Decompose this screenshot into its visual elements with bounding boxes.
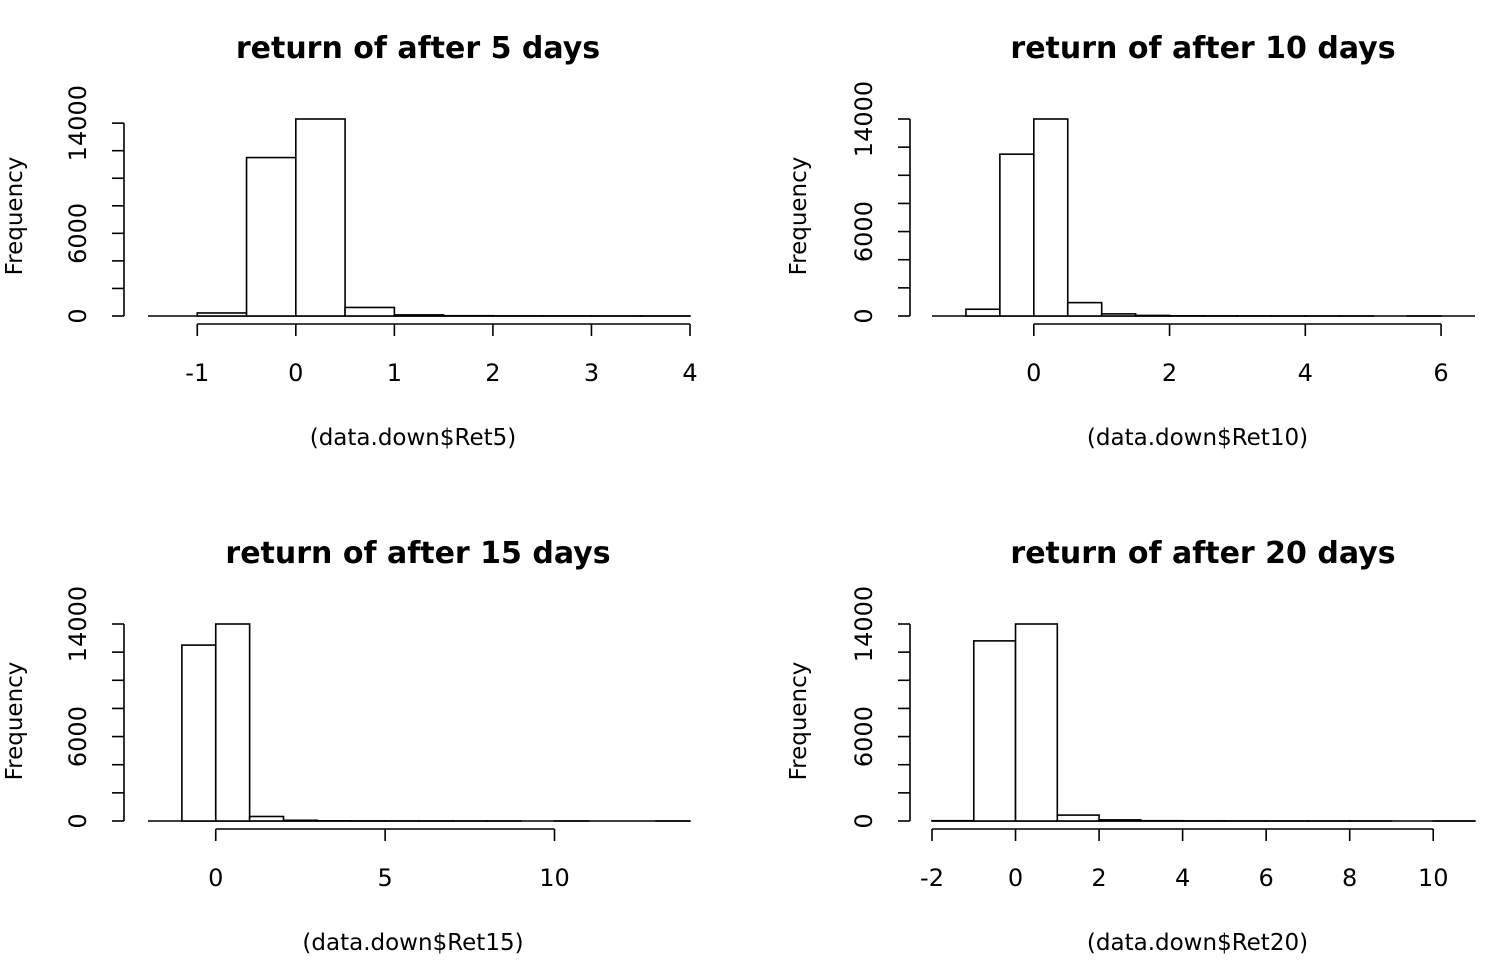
histogram-panel-3: return of after 15 days 0 5 10 (data.down$Re…	[2, 536, 691, 956]
histogram-bar	[245, 156, 297, 317]
y-tick-label: 6000	[64, 706, 92, 767]
x-axis-label: (data.down$Ret10)	[1087, 425, 1308, 451]
histogram-bar	[214, 623, 251, 822]
histogram-bar	[972, 640, 1017, 822]
x-axis-label: (data.down$Ret20)	[1087, 930, 1308, 956]
histogram-panel-1: return of after 5 days -1 0 1 2 3 4 (data.down$…	[2, 31, 698, 451]
x-tick-label: 0	[288, 359, 303, 387]
y-axis-label: Frequency	[786, 662, 812, 781]
x-tick-label: 10	[1418, 864, 1449, 892]
y-axis-label: Frequency	[2, 157, 28, 276]
x-tick-label: 5	[377, 864, 392, 892]
x-axis-label: (data.down$Ret5)	[310, 425, 517, 451]
y-tick-label: 6000	[850, 201, 878, 262]
y-axis-label: Frequency	[2, 662, 28, 781]
histogram-panel-4: return of after 20 days -2 0 2 4 6 8 10 (data.do…	[786, 536, 1476, 956]
x-tick-label: 0	[208, 864, 223, 892]
y-tick-label: 0	[64, 813, 92, 828]
x-tick-label: 6	[1259, 864, 1274, 892]
y-tick-label: 6000	[64, 203, 92, 264]
x-tick-label: 4	[1298, 359, 1313, 387]
x-tick-label: 1	[387, 359, 402, 387]
x-tick-label: 2	[485, 359, 500, 387]
y-tick-label: 14000	[64, 85, 92, 161]
y-tick-label: 0	[850, 813, 878, 828]
y-tick-label: 14000	[850, 586, 878, 662]
x-tick-label: -2	[920, 864, 944, 892]
histogram-bar	[1033, 118, 1069, 317]
chart-title: return of after 5 days	[236, 31, 600, 66]
x-tick-label: 4	[1175, 864, 1190, 892]
histogram-bar	[344, 306, 396, 317]
y-tick-label: 14000	[64, 586, 92, 662]
histogram-bar	[1100, 313, 1137, 317]
x-tick-label: 8	[1342, 864, 1357, 892]
histogram-bar	[1134, 314, 1171, 317]
x-tick-label: 10	[539, 864, 570, 892]
y-axis-label: Frequency	[786, 157, 812, 276]
x-tick-label: 0	[1008, 864, 1023, 892]
histogram-bar	[965, 308, 1001, 317]
histogram-bar	[295, 118, 346, 317]
y-tick-label: 14000	[850, 81, 878, 157]
histogram-bar	[393, 314, 445, 317]
histogram-bar	[181, 644, 217, 822]
x-tick-label: 2	[1091, 864, 1106, 892]
y-tick-label: 0	[850, 308, 878, 323]
x-tick-label: 4	[682, 359, 697, 387]
chart-title: return of after 15 days	[225, 536, 610, 571]
x-tick-label: 6	[1433, 359, 1448, 387]
histogram-bar	[1066, 301, 1103, 317]
histogram-bar	[999, 153, 1035, 317]
histogram-bar	[1014, 623, 1059, 822]
histogram-bar	[1098, 819, 1142, 822]
x-tick-label: -1	[185, 359, 209, 387]
x-tick-label: 3	[584, 359, 599, 387]
histogram-bar	[1056, 814, 1100, 822]
histogram-bar	[196, 312, 248, 317]
y-tick-label: 0	[64, 308, 92, 323]
chart-title: return of after 20 days	[1010, 536, 1395, 571]
x-tick-label: 0	[1026, 359, 1041, 387]
histogram-bar	[282, 819, 319, 822]
x-tick-label: 2	[1162, 359, 1177, 387]
x-axis-label: (data.down$Ret15)	[302, 930, 523, 956]
chart-title: return of after 10 days	[1010, 31, 1395, 66]
histogram-bar	[248, 815, 285, 822]
y-tick-label: 6000	[850, 706, 878, 767]
histogram-panel-2: return of after 10 days 0 2 4 6 (data.down$Re…	[786, 31, 1475, 451]
